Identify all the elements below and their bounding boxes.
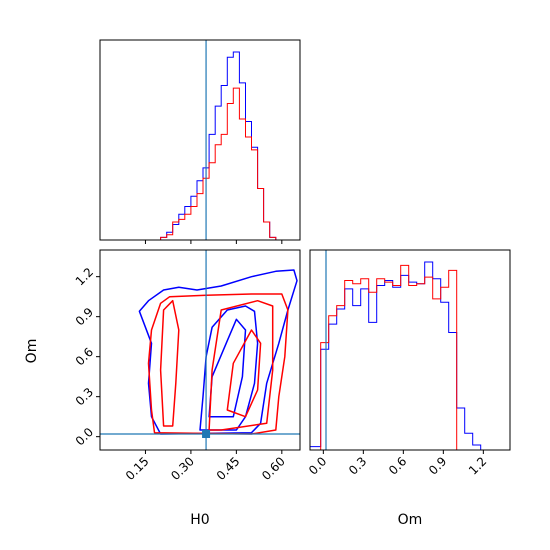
contour-y-tick-label: 0.6	[73, 345, 96, 368]
contour-red-1	[159, 299, 180, 427]
om-hist-red	[310, 264, 489, 451]
x-axis-label-h0: H0	[190, 512, 209, 528]
h0-histogram-panel	[99, 39, 301, 244]
contour-y-tick-label: 0.0	[73, 425, 96, 448]
contour-blue-1	[199, 305, 259, 431]
y-axis-label-om: Om	[24, 339, 40, 364]
contour-truth-marker	[202, 430, 211, 438]
x-axis-label-om: Om	[398, 512, 423, 528]
contour-x-tick-label: 0.15	[123, 454, 152, 483]
contour-x-tick-label: 0.60	[259, 454, 288, 483]
contour-x-tick-label: 0.30	[168, 454, 197, 483]
contour-y-tick-label: 1.2	[73, 265, 96, 288]
h0-hist-red	[160, 87, 282, 241]
contour-frame	[99, 249, 301, 451]
om-x-tick-label: 0.3	[346, 454, 369, 477]
contour-x-tick-label: 0.45	[214, 454, 243, 483]
h0-om-contour-panel: 0.15 0.30 0.45 0.60 0.0 0.3 0.6 0.9 1.2	[73, 249, 301, 483]
contour-y-tick-label: 0.9	[73, 305, 96, 328]
contour-red-2	[208, 299, 274, 431]
contour-red-3	[226, 329, 262, 418]
contour-y-tick-label: 0.3	[73, 385, 96, 408]
contour-red-0	[147, 293, 289, 435]
om-hist-frame	[309, 249, 511, 451]
h0-hist-frame	[99, 39, 301, 241]
om-x-tick-label: 0.6	[386, 454, 409, 477]
contour-blue-0	[138, 269, 298, 435]
contour-blue-2	[208, 318, 247, 418]
om-hist-blue	[309, 261, 489, 451]
om-x-tick-label: 1.2	[466, 454, 489, 477]
om-x-tick-label: 0.0	[306, 454, 329, 477]
om-x-tick-label: 0.9	[426, 454, 449, 477]
om-histogram-panel: 0.0 0.3 0.6 0.9 1.2	[306, 249, 511, 478]
